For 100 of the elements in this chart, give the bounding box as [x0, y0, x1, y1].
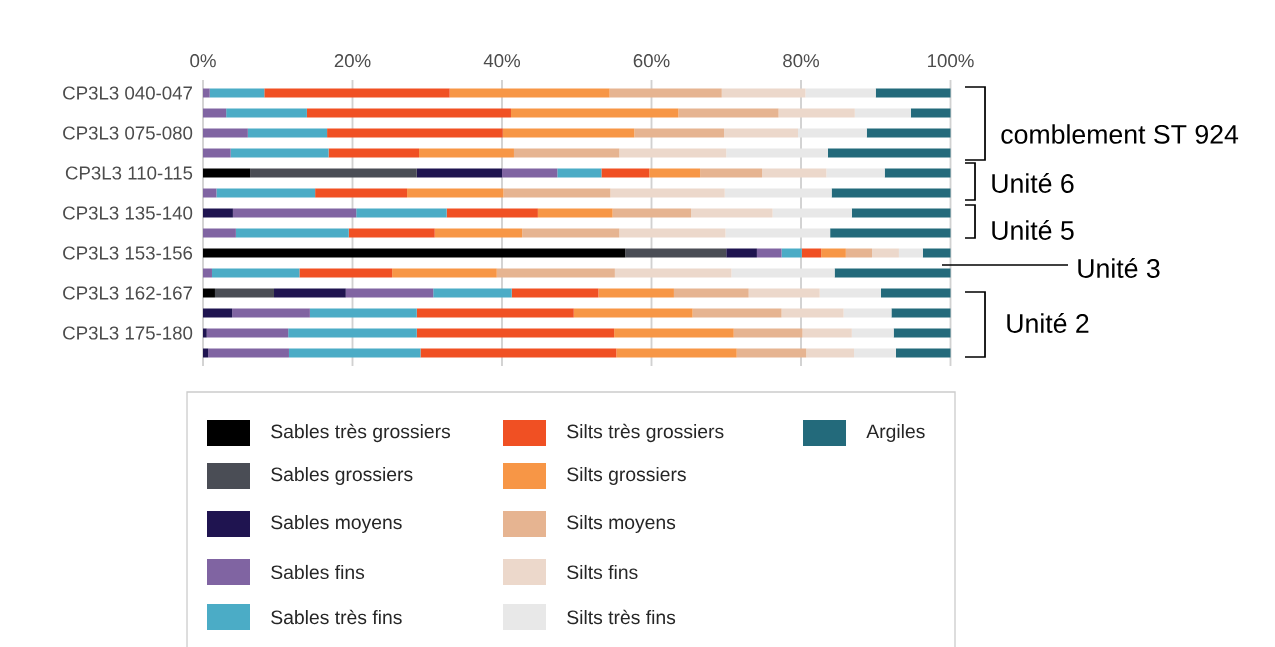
bar — [601, 168, 650, 178]
legend-label: Silts moyens — [567, 514, 676, 534]
bar — [250, 168, 417, 178]
bar — [203, 308, 233, 318]
bar — [226, 108, 307, 118]
legend-label: Silts fins — [567, 564, 638, 580]
y-tick-label: CP3L3 175-180 — [63, 326, 193, 340]
bar — [845, 248, 873, 258]
legend-label: Sables fins — [271, 564, 365, 580]
legend-label: Sables grossiers — [271, 466, 413, 486]
x-tick-label: 0% — [190, 54, 216, 68]
bar — [798, 128, 867, 138]
bar — [208, 348, 289, 358]
bar — [854, 348, 896, 358]
bar — [416, 328, 615, 338]
bar — [805, 88, 876, 98]
y-tick-label: CP3L3 040-047 — [63, 86, 192, 100]
bar — [830, 228, 951, 238]
bar — [678, 108, 779, 118]
bar — [203, 148, 231, 158]
bar — [288, 328, 417, 338]
bar — [884, 168, 951, 178]
bar — [880, 288, 951, 298]
text: comblement ST 924 — [1001, 124, 1239, 144]
bar — [700, 168, 763, 178]
bar — [502, 168, 558, 178]
bar — [557, 168, 602, 178]
y-tick-label: CP3L3 110-115 — [65, 166, 193, 180]
y-tick-label: CP3L3 153-156 — [63, 246, 193, 260]
bar — [898, 248, 923, 258]
bar — [511, 288, 599, 298]
bar — [407, 188, 504, 198]
bar — [232, 308, 310, 318]
bar — [235, 228, 349, 238]
bar — [203, 228, 236, 238]
legend-label: Silts très grossiers — [567, 423, 724, 443]
bar — [724, 188, 832, 198]
bar — [503, 188, 611, 198]
bar — [726, 248, 757, 258]
legend-label: Sables très fins — [271, 609, 402, 625]
bar — [203, 168, 251, 178]
bar — [306, 108, 511, 118]
bar — [433, 288, 512, 298]
bar — [731, 268, 835, 278]
bar — [203, 248, 626, 258]
bar — [203, 328, 207, 338]
bar — [345, 288, 434, 298]
bar — [756, 248, 782, 258]
bar — [309, 308, 417, 318]
bar — [649, 168, 701, 178]
bar — [736, 348, 807, 358]
bar — [614, 328, 734, 338]
bar — [781, 248, 802, 258]
bar — [216, 188, 316, 198]
bar — [851, 328, 894, 338]
bar — [625, 248, 727, 258]
bar — [203, 188, 217, 198]
bar — [778, 108, 855, 118]
legend-label: Argiles — [866, 423, 925, 443]
bar — [203, 348, 209, 358]
bar — [724, 128, 799, 138]
bar — [274, 288, 346, 298]
bar — [854, 108, 911, 118]
bar — [843, 308, 892, 318]
text: Unité 6 — [992, 173, 1074, 193]
bar — [616, 348, 737, 358]
bar — [781, 308, 844, 318]
bar — [288, 348, 421, 358]
bar — [733, 328, 803, 338]
legend-label: Silts très fins — [567, 609, 676, 625]
bar — [802, 328, 852, 338]
bar — [831, 188, 951, 198]
bar — [673, 288, 749, 298]
y-tick-label: CP3L3 162-167 — [63, 286, 192, 300]
legend-label: Sables moyens — [271, 514, 402, 534]
x-tick-label: 20% — [334, 54, 371, 68]
bar — [206, 328, 289, 338]
bar — [203, 108, 227, 118]
legend-label: Sables très grossiers — [271, 423, 451, 443]
bar — [598, 288, 674, 298]
bar — [610, 188, 725, 198]
bar — [692, 308, 782, 318]
bar — [819, 288, 881, 298]
y-tick-label: CP3L3 075-080 — [63, 126, 193, 140]
text: Unité 2 — [1007, 313, 1089, 333]
bar — [872, 248, 899, 258]
x-tick-label: 60% — [633, 54, 670, 68]
bar — [416, 308, 574, 318]
bar — [910, 108, 951, 118]
bar — [634, 128, 724, 138]
bar — [203, 128, 248, 138]
bar — [214, 288, 275, 298]
bar — [434, 228, 523, 238]
bar — [203, 288, 215, 298]
bar — [895, 348, 951, 358]
bar — [891, 308, 951, 318]
text: Unité 3 — [1078, 258, 1160, 278]
bar — [893, 328, 951, 338]
bar — [922, 248, 951, 258]
x-tick-label: 80% — [783, 54, 820, 68]
